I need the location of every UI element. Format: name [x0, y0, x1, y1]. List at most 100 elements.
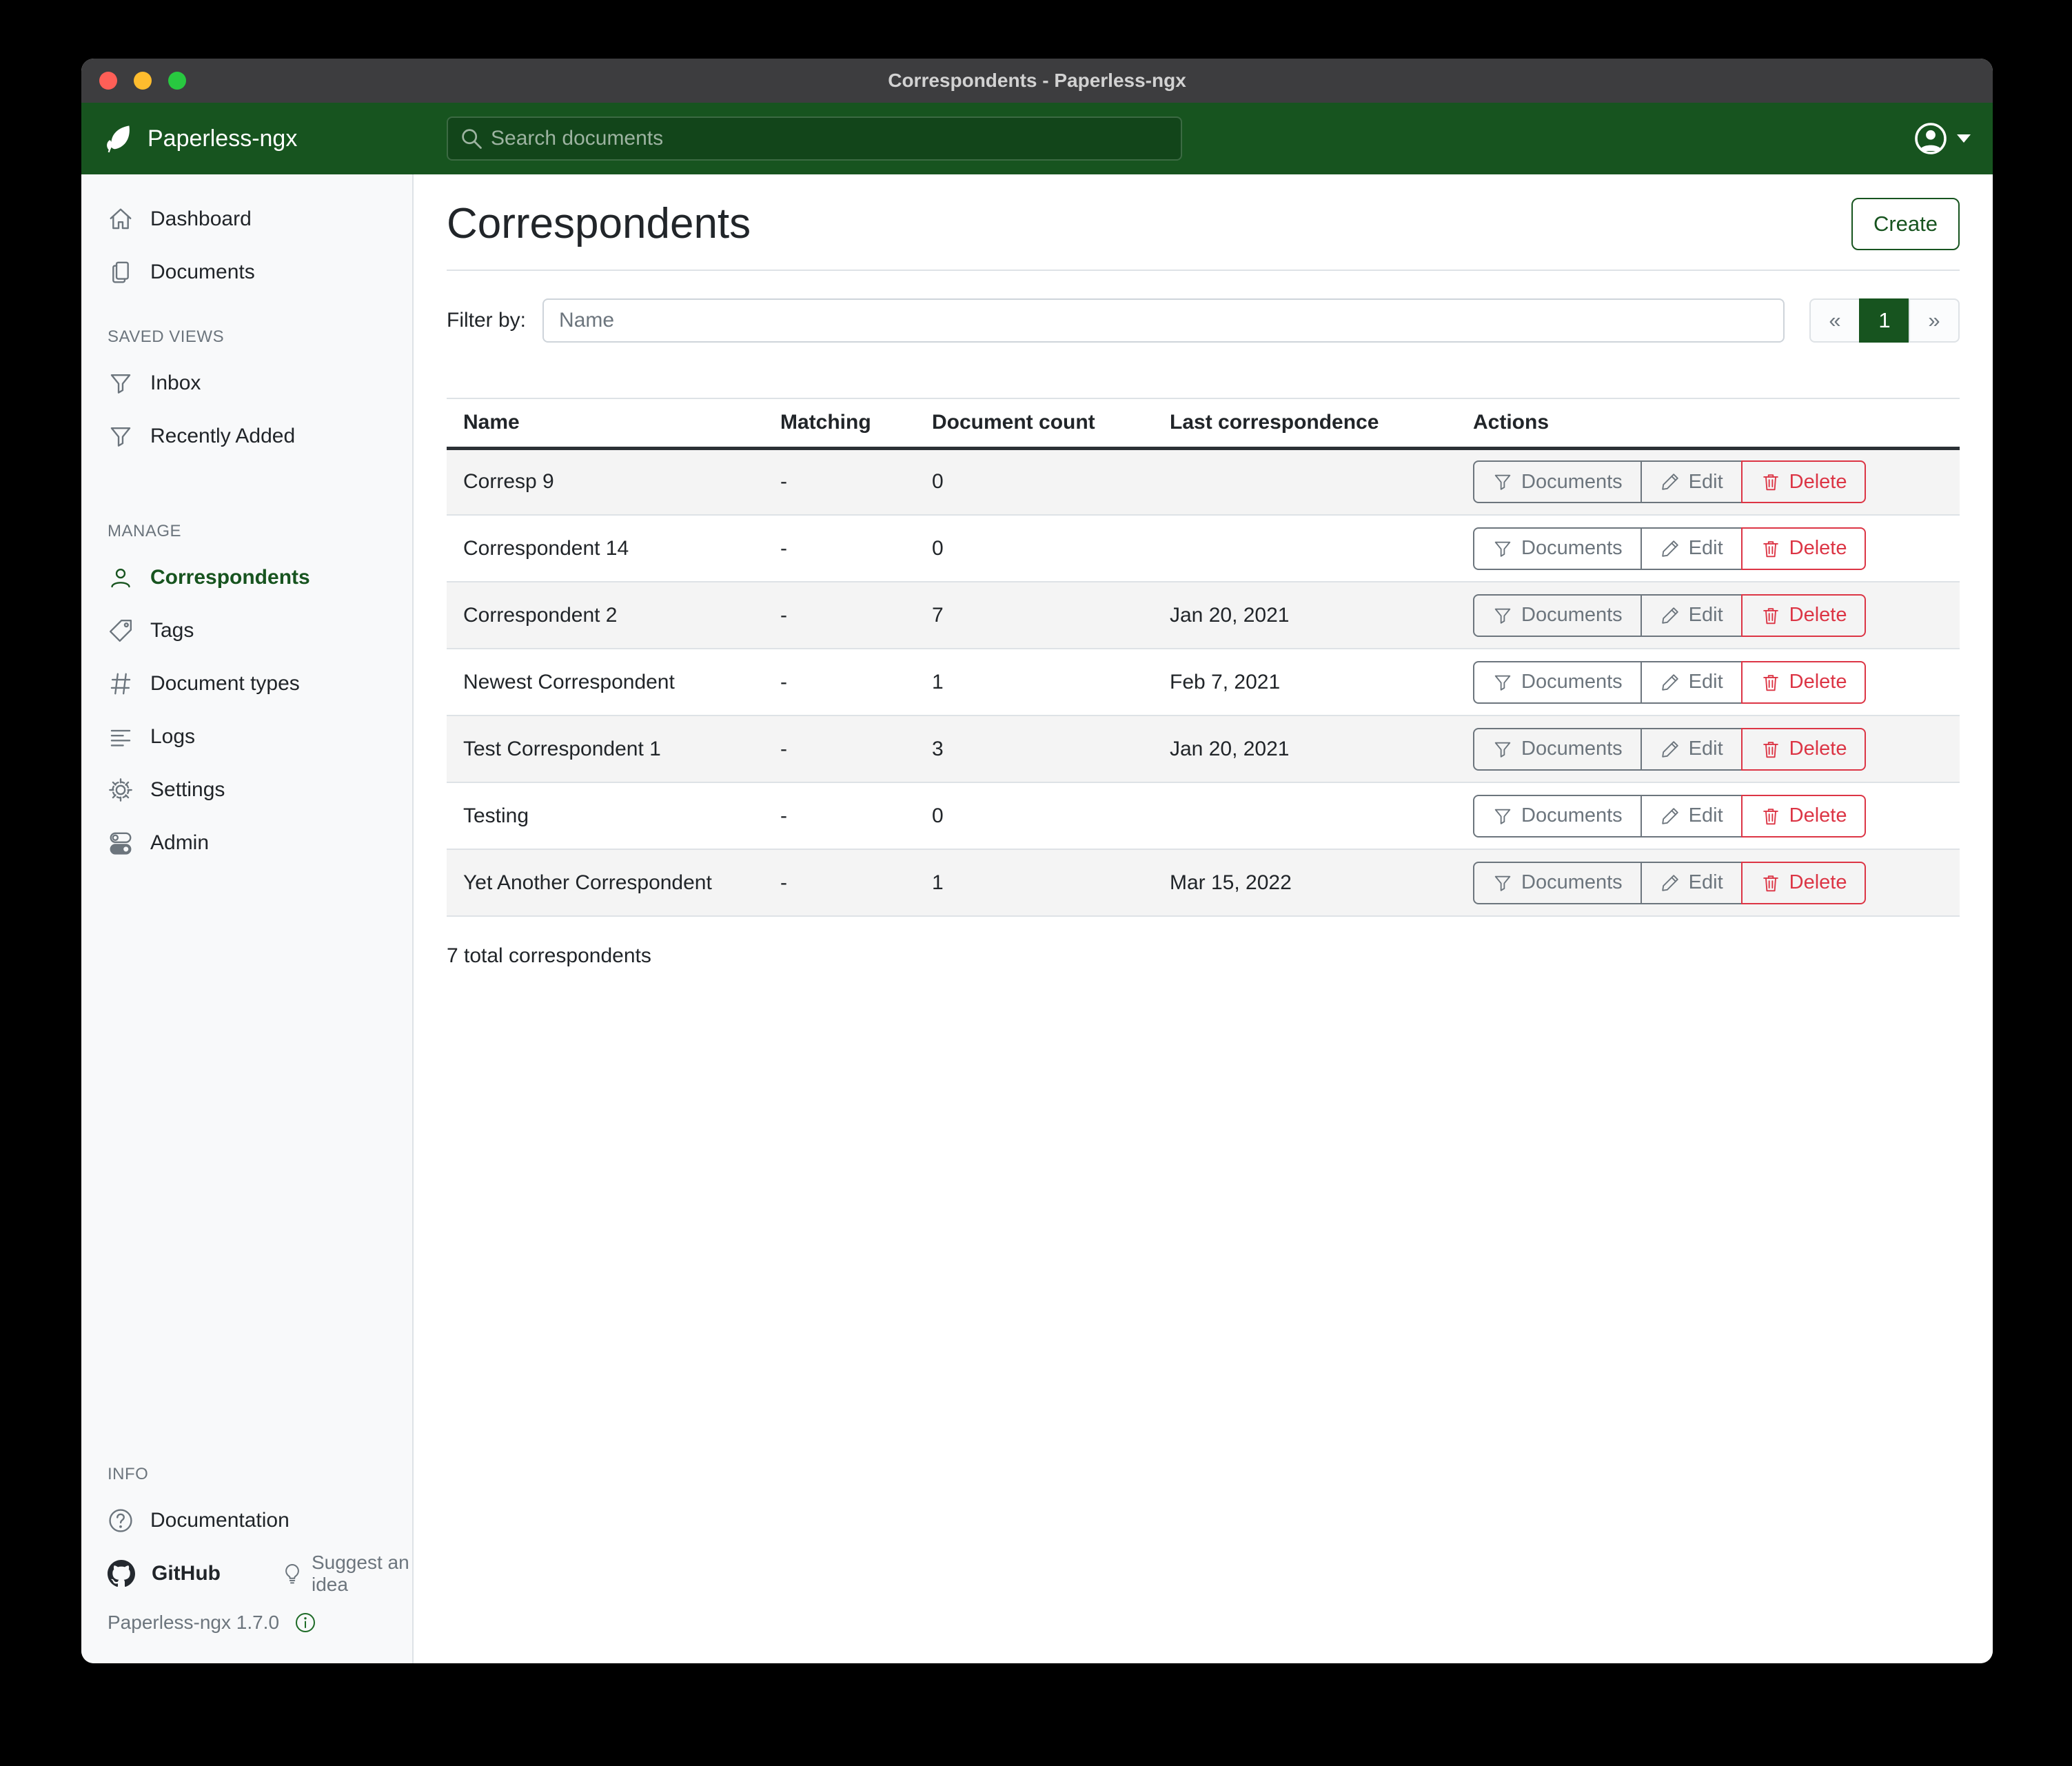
- files-icon: [108, 259, 134, 285]
- sidebar: Dashboard Documents SAVED VIEWS Inbox Rece…: [81, 174, 414, 1663]
- pagination: « 1 »: [1809, 298, 1960, 343]
- sidebar-item-label: Settings: [150, 778, 225, 801]
- sidebar-item-inbox[interactable]: Inbox: [81, 356, 412, 409]
- sidebar-item-admin[interactable]: Admin: [81, 816, 412, 869]
- documents-button[interactable]: Documents: [1473, 794, 1642, 838]
- sidebar-item-settings[interactable]: Settings: [81, 763, 412, 816]
- delete-button[interactable]: Delete: [1740, 727, 1867, 771]
- sidebar-item-documents[interactable]: Documents: [81, 245, 412, 298]
- matching-value: -: [764, 649, 915, 716]
- column-header-actions: Actions: [1456, 398, 1960, 450]
- trash-icon: [1760, 806, 1781, 826]
- edit-button[interactable]: Edit: [1640, 861, 1743, 904]
- app-navbar: Paperless-ngx: [81, 103, 1993, 174]
- toggles-icon: [108, 830, 134, 856]
- pencil-icon: [1660, 873, 1680, 893]
- funnel-icon: [1492, 471, 1513, 492]
- delete-button[interactable]: Delete: [1740, 460, 1867, 504]
- sidebar-item-tags[interactable]: Tags: [81, 604, 412, 657]
- pagination-current-page[interactable]: 1: [1859, 298, 1910, 343]
- info-circle-icon[interactable]: [294, 1612, 316, 1634]
- filter-name-input[interactable]: [542, 298, 1785, 343]
- correspondent-name: Testing: [447, 782, 764, 850]
- delete-button[interactable]: Delete: [1740, 527, 1867, 570]
- funnel-icon: [1492, 538, 1513, 559]
- documents-button[interactable]: Documents: [1473, 861, 1642, 904]
- row-actions: Documents Edit Delete: [1473, 727, 1867, 771]
- documents-button[interactable]: Documents: [1473, 460, 1642, 504]
- correspondent-name: Correspondent 2: [447, 582, 764, 649]
- sidebar-item-document-types[interactable]: Document types: [81, 657, 412, 710]
- search-input[interactable]: [447, 116, 1182, 161]
- sidebar-item-suggest-idea[interactable]: Suggest an idea: [281, 1552, 412, 1596]
- trash-icon: [1760, 739, 1781, 760]
- matching-value: -: [764, 582, 915, 649]
- zoom-window-button[interactable]: [168, 72, 186, 90]
- documents-button[interactable]: Documents: [1473, 660, 1642, 704]
- sidebar-item-label: Recently Added: [150, 424, 296, 447]
- leaf-logo-icon: [103, 123, 135, 154]
- matching-value: -: [764, 849, 915, 917]
- documents-button[interactable]: Documents: [1473, 527, 1642, 570]
- documents-button[interactable]: Documents: [1473, 593, 1642, 637]
- last-correspondence-value: [1153, 782, 1456, 850]
- close-window-button[interactable]: [99, 72, 117, 90]
- edit-button[interactable]: Edit: [1640, 593, 1743, 637]
- edit-button[interactable]: Edit: [1640, 794, 1743, 838]
- edit-button[interactable]: Edit: [1640, 527, 1743, 570]
- sidebar-info-section: INFO Documentation: [81, 1461, 412, 1663]
- pagination-prev-button[interactable]: «: [1809, 298, 1860, 343]
- delete-button[interactable]: Delete: [1740, 861, 1867, 904]
- gear-icon: [108, 777, 134, 803]
- pencil-icon: [1660, 672, 1680, 693]
- column-header-matching: Matching: [764, 398, 915, 450]
- table-row: Corresp 9 - 0 Documents Edit Delete: [447, 448, 1960, 516]
- delete-button[interactable]: Delete: [1740, 593, 1867, 637]
- brand[interactable]: Paperless-ngx: [103, 123, 447, 154]
- table-header-row: Name Matching Document count Last corres…: [447, 398, 1960, 450]
- delete-button[interactable]: Delete: [1740, 794, 1867, 838]
- document-count-value: 0: [915, 782, 1153, 850]
- table-row: Correspondent 2 - 7 Jan 20, 2021 Documen…: [447, 582, 1960, 649]
- row-actions: Documents Edit Delete: [1473, 794, 1867, 838]
- correspondent-name: Corresp 9: [447, 448, 764, 516]
- sidebar-item-label: Tags: [150, 618, 194, 642]
- correspondent-name: Test Correspondent 1: [447, 715, 764, 783]
- create-button[interactable]: Create: [1851, 198, 1960, 250]
- sidebar-item-logs[interactable]: Logs: [81, 710, 412, 763]
- chevron-down-icon: [1957, 134, 1971, 143]
- app-version: Paperless-ngx 1.7.0: [108, 1612, 280, 1633]
- user-menu[interactable]: [1914, 122, 1971, 155]
- search-box: [447, 116, 1182, 161]
- last-correspondence-value: Jan 20, 2021: [1153, 715, 1456, 783]
- last-correspondence-value: Jan 20, 2021: [1153, 582, 1456, 649]
- row-actions: Documents Edit Delete: [1473, 861, 1867, 904]
- edit-button[interactable]: Edit: [1640, 660, 1743, 704]
- funnel-icon: [108, 370, 134, 396]
- sidebar-item-correspondents[interactable]: Correspondents: [81, 551, 412, 604]
- sidebar-item-label: Document types: [150, 671, 300, 695]
- pencil-icon: [1660, 739, 1680, 760]
- saved-views-header: SAVED VIEWS: [108, 327, 225, 346]
- table-row: Yet Another Correspondent - 1 Mar 15, 20…: [447, 849, 1960, 917]
- sidebar-item-dashboard[interactable]: Dashboard: [81, 192, 412, 245]
- row-actions: Documents Edit Delete: [1473, 660, 1867, 704]
- correspondents-table: Name Matching Document count Last corres…: [447, 398, 1960, 917]
- pencil-icon: [1660, 806, 1680, 826]
- edit-button[interactable]: Edit: [1640, 727, 1743, 771]
- trash-icon: [1760, 873, 1781, 893]
- sidebar-item-documentation[interactable]: Documentation: [81, 1494, 412, 1547]
- delete-button[interactable]: Delete: [1740, 660, 1867, 704]
- trash-icon: [1760, 471, 1781, 492]
- matching-value: -: [764, 715, 915, 783]
- pagination-next-button[interactable]: »: [1909, 298, 1960, 343]
- sidebar-item-github[interactable]: GitHub: [152, 1561, 221, 1585]
- edit-button[interactable]: Edit: [1640, 460, 1743, 504]
- document-count-value: 0: [915, 515, 1153, 582]
- document-count-value: 1: [915, 649, 1153, 716]
- sidebar-item-recently-added[interactable]: Recently Added: [81, 409, 412, 463]
- funnel-icon: [1492, 806, 1513, 826]
- documents-button[interactable]: Documents: [1473, 727, 1642, 771]
- lightbulb-icon: [281, 1563, 303, 1585]
- minimize-window-button[interactable]: [134, 72, 152, 90]
